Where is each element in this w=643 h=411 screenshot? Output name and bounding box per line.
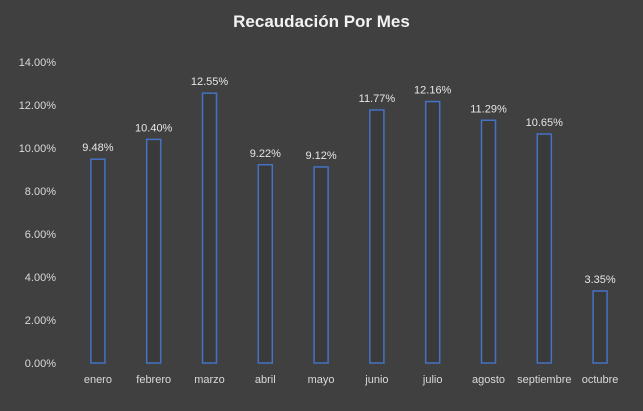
data-label: 10.65% bbox=[526, 117, 564, 129]
y-axis: 0.00% 2.00% 4.00% 6.00% 8.00% 10.00% 12.00% 14.… bbox=[19, 57, 57, 370]
bar bbox=[90, 158, 106, 364]
y-tick-label: 10.00% bbox=[19, 143, 57, 155]
x-tick-label: abril bbox=[255, 374, 276, 386]
x-tick-label: enero bbox=[84, 374, 112, 386]
data-label: 11.77% bbox=[359, 93, 396, 105]
x-tick-label: julio bbox=[422, 374, 443, 386]
y-tick-label: 2.00% bbox=[25, 315, 56, 327]
x-tick-label: agosto bbox=[472, 374, 505, 386]
bar bbox=[145, 138, 162, 364]
x-tick-label: junio bbox=[364, 374, 388, 386]
y-tick-label: 6.00% bbox=[25, 229, 56, 241]
bar bbox=[201, 92, 218, 364]
y-tick-label: 14.00% bbox=[19, 57, 57, 69]
data-label: 12.55% bbox=[191, 76, 229, 88]
x-tick-label: mayo bbox=[308, 374, 335, 386]
x-tick-label: octubre bbox=[582, 374, 619, 386]
data-label: 9.48% bbox=[82, 142, 113, 154]
y-tick-label: 8.00% bbox=[25, 186, 56, 198]
bar bbox=[313, 166, 329, 364]
x-axis: enero febrero marzo abril mayo junio julio agos… bbox=[84, 374, 619, 386]
data-label: 10.40% bbox=[135, 122, 173, 134]
bar bbox=[369, 109, 385, 364]
data-label: 9.12% bbox=[305, 150, 336, 162]
bar bbox=[480, 119, 497, 364]
bars: 9.48% 10.40% 12.55% 9.22% 9.12% 11.77% 12.16% 1… bbox=[82, 76, 616, 364]
data-label: 12.16% bbox=[414, 85, 452, 97]
y-tick-label: 12.00% bbox=[19, 100, 57, 112]
bar bbox=[536, 133, 553, 364]
bar bbox=[257, 164, 274, 364]
y-tick-label: 4.00% bbox=[25, 272, 56, 284]
x-tick-label: febrero bbox=[136, 374, 171, 386]
data-label: 3.35% bbox=[584, 274, 615, 286]
data-label: 11.29% bbox=[470, 103, 507, 115]
chart-title: Recaudación Por Mes bbox=[233, 12, 410, 31]
y-tick-label: 0.00% bbox=[25, 358, 56, 370]
x-tick-label: marzo bbox=[194, 374, 225, 386]
bar bbox=[424, 100, 441, 364]
bar bbox=[592, 290, 608, 364]
x-tick-label: septiembre bbox=[517, 374, 571, 386]
data-label: 9.22% bbox=[250, 148, 281, 160]
